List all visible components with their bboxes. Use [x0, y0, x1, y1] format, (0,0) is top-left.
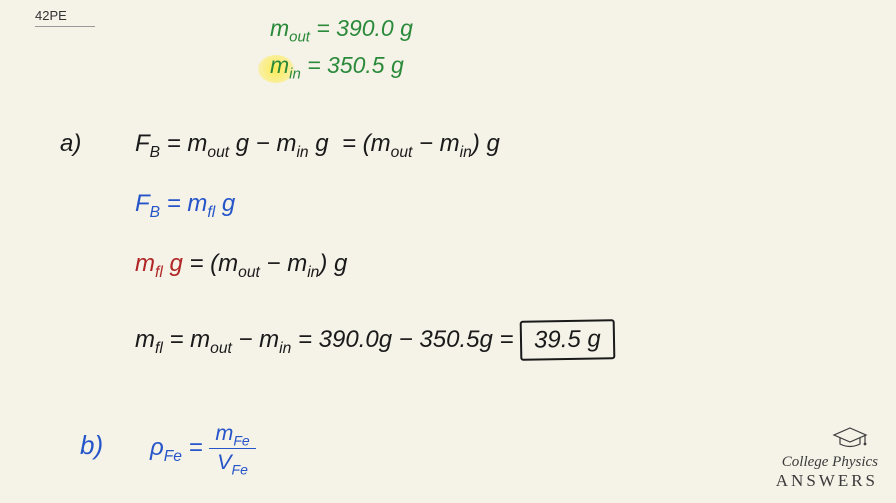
part-a-line4: mfl = mout − min = 390.0g − 350.5g = 39.…: [135, 320, 615, 360]
part-a-label: a): [60, 130, 81, 158]
fraction-numerator: mFe: [209, 420, 255, 449]
part-a-line3-lhs: mfl g: [135, 250, 183, 277]
part-a-line3-rhs: = (mout − min) g: [189, 250, 347, 277]
logo-text-bottom: ANSWERS: [776, 471, 878, 491]
part-b-label: b): [80, 430, 103, 461]
part-a-line1: FB = mout g − min g = (mout − min) g: [135, 130, 500, 162]
problem-number-label: 42PE: [35, 8, 95, 27]
fraction: mFe VFe: [209, 420, 255, 478]
part-a-final-expr: mfl = mout − min = 390.0g − 350.5g =: [135, 326, 514, 353]
brand-logo: College Physics ANSWERS: [776, 454, 878, 491]
part-a-line2: FB = mfl g: [135, 190, 235, 222]
graduation-cap-icon: [832, 426, 868, 455]
fraction-denominator: VFe: [211, 449, 254, 477]
given-m-in: min = 350.5 g: [270, 52, 404, 83]
answer-box: 39.5 g: [520, 319, 615, 361]
given-m-out: mout = 390.0 g: [270, 15, 413, 46]
logo-text-top: College Physics: [776, 454, 878, 471]
part-b-equation: ρFe = mFe VFe: [150, 420, 256, 478]
part-a-line3: mfl g = (mout − min) g: [135, 250, 347, 282]
rho-fe-label: ρFe =: [150, 434, 203, 461]
